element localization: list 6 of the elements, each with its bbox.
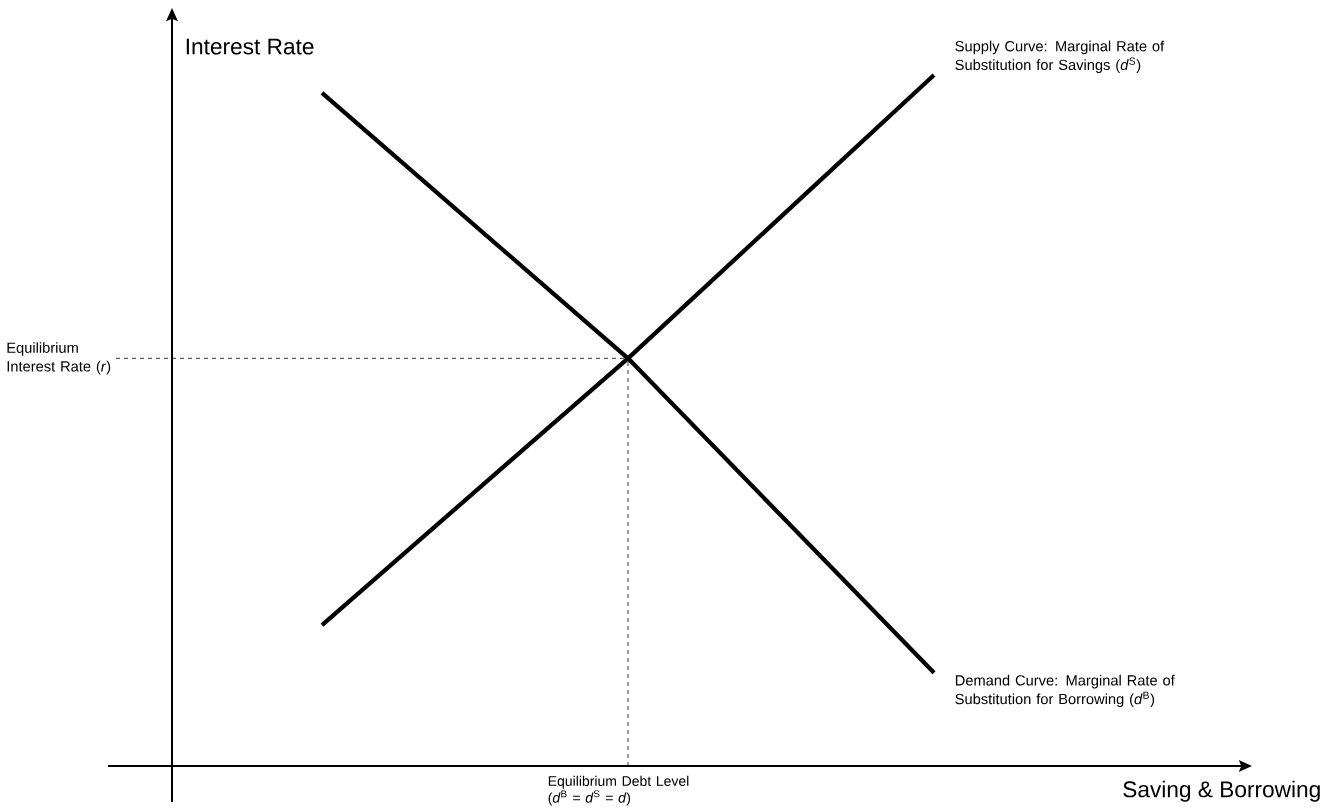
text: Equilibrium Debt Level (d$^{B}$ = d$^{S}$ = d) bbox=[548, 775, 689, 806]
ref-line-label: Equilibrium Interest Rate (r) bbox=[7, 342, 111, 375]
series-label: Supply Curve: Marginal Rate of Substitution for Savings (d$^{S}$) bbox=[955, 40, 1165, 73]
y-axis-title: Interest Rate bbox=[186, 38, 314, 55]
x-axis-title: Saving & Borrowing bbox=[1123, 780, 1320, 802]
series-label: Demand Curve: Marginal Rate of Substitution for Borrowing (d$^{B}$) bbox=[955, 674, 1175, 708]
